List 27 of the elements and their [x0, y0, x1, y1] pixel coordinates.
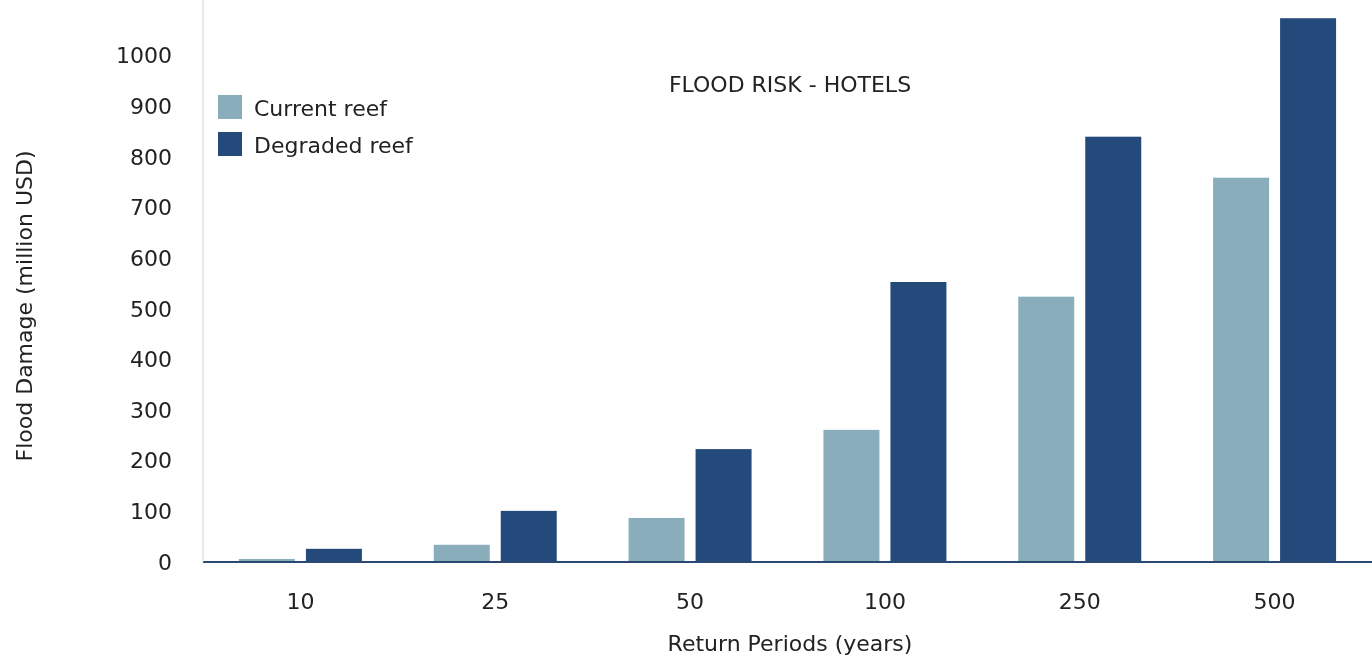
y-tick-label: 600: [130, 245, 172, 271]
bar: [823, 429, 880, 562]
y-tick-label: 200: [130, 448, 172, 474]
y-tick-label: 500: [130, 296, 172, 322]
y-tick-label: 100: [130, 499, 172, 525]
y-tick-label: 300: [130, 397, 172, 423]
y-tick-label: 800: [130, 144, 172, 170]
legend-label: Degraded reef: [254, 133, 415, 158]
bar: [1018, 296, 1075, 562]
legend-label: Current reef: [254, 96, 389, 121]
text: FLOOD RISK - HOTELS: [668, 72, 912, 97]
bar: [433, 544, 490, 562]
x-tick-label: 10: [286, 589, 315, 614]
y-tick-label: 900: [130, 94, 172, 120]
y-tick-label: 400: [130, 347, 172, 373]
x-axis-title: Return Periods (years): [667, 631, 913, 656]
bar: [1213, 177, 1270, 562]
bar: [628, 517, 685, 562]
x-tick-label: 100: [863, 589, 906, 614]
y-tick-label: 0: [158, 549, 172, 575]
x-tick-label: 500: [1253, 589, 1296, 614]
y-tick-label: 1000: [116, 43, 172, 69]
x-tick-label: 250: [1058, 589, 1101, 614]
y-axis-title: Flood Damage (million USD): [12, 150, 37, 462]
x-tick-label: 50: [676, 589, 705, 614]
x-tick-label: 25: [481, 589, 510, 614]
y-tick-label: 700: [130, 195, 172, 221]
